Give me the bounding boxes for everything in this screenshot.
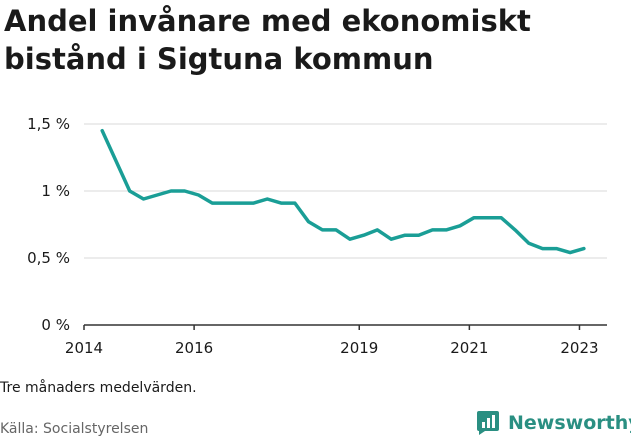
y-tick-label: 0,5 % xyxy=(27,249,70,267)
line-chart: 0 % 0,5 % 1 % 1,5 % 2014 2016 2019 2021 2023 xyxy=(27,115,607,357)
series-line xyxy=(100,128,586,255)
chart-title: Andel invånare med ekonomiskt bistånd i … xyxy=(4,4,531,76)
x-axis-labels: 2014 2016 2019 2021 2023 xyxy=(65,339,599,357)
y-axis-labels: 0 % 0,5 % 1 % 1,5 % xyxy=(27,115,70,334)
x-tick-label: 2023 xyxy=(560,339,598,357)
newsworthy-logo-icon xyxy=(477,411,499,435)
x-tick-label: 2016 xyxy=(175,339,213,357)
x-tick-label: 2014 xyxy=(65,339,103,357)
chart-note: Tre månaders medelvärden. xyxy=(0,380,197,396)
x-tick-label: 2019 xyxy=(340,339,378,357)
newsworthy-logo: Newsworthy xyxy=(476,407,631,439)
source-credit: Källa: Socialstyrelsen xyxy=(0,421,149,437)
x-axis-ticks xyxy=(83,325,581,330)
y-tick-label: 1,5 % xyxy=(27,115,70,133)
y-tick-label: 0 % xyxy=(41,316,70,334)
x-tick-label: 2021 xyxy=(450,339,488,357)
brand-name: Newsworthy xyxy=(508,412,631,434)
y-tick-label: 1 % xyxy=(41,182,70,200)
